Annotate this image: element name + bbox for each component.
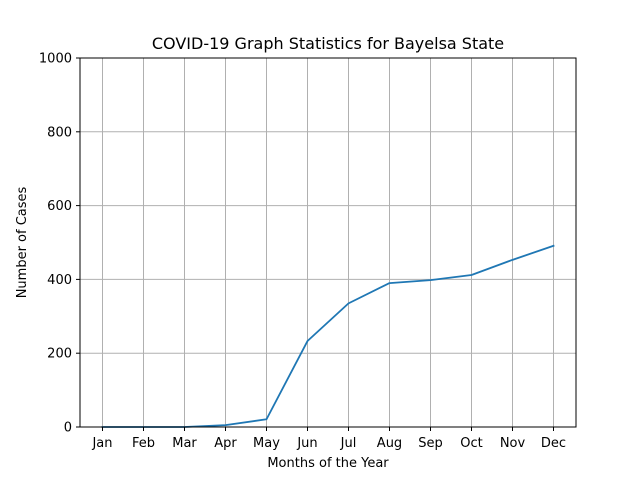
y-tick-label: 600 — [47, 199, 72, 214]
x-tick-label: Jun — [296, 436, 317, 451]
plot-frame — [79, 57, 577, 428]
x-tick-label: Aug — [377, 436, 402, 451]
x-tick-label: Oct — [460, 436, 482, 451]
x-tick-label: Dec — [541, 436, 566, 451]
y-tick-label: 200 — [47, 347, 72, 362]
y-tick-label: 0 — [64, 421, 72, 436]
y-tick-label: 400 — [47, 273, 72, 288]
chart-title: COVID-19 Graph Statistics for Bayelsa St… — [152, 34, 504, 53]
x-tick-label: May — [253, 436, 280, 451]
x-tick-label: Jan — [91, 436, 112, 451]
axis-ticks: Jan Feb Mar Apr May Jun Jul Aug Sep Oct Nov Dec 0 200… — [39, 52, 566, 452]
y-axis-label: Number of Cases — [15, 186, 30, 298]
y-tick-label: 1000 — [39, 52, 72, 67]
x-tick-label: Apr — [214, 436, 237, 451]
y-tick-label: 800 — [47, 125, 72, 140]
x-tick-label: Feb — [132, 436, 155, 451]
x-tick-label: Sep — [418, 436, 443, 451]
x-tick-label: Jul — [340, 436, 357, 451]
x-tick-label: Nov — [500, 436, 526, 451]
x-tick-label: Mar — [172, 436, 197, 451]
x-axis-label: Months of the Year — [267, 456, 389, 471]
